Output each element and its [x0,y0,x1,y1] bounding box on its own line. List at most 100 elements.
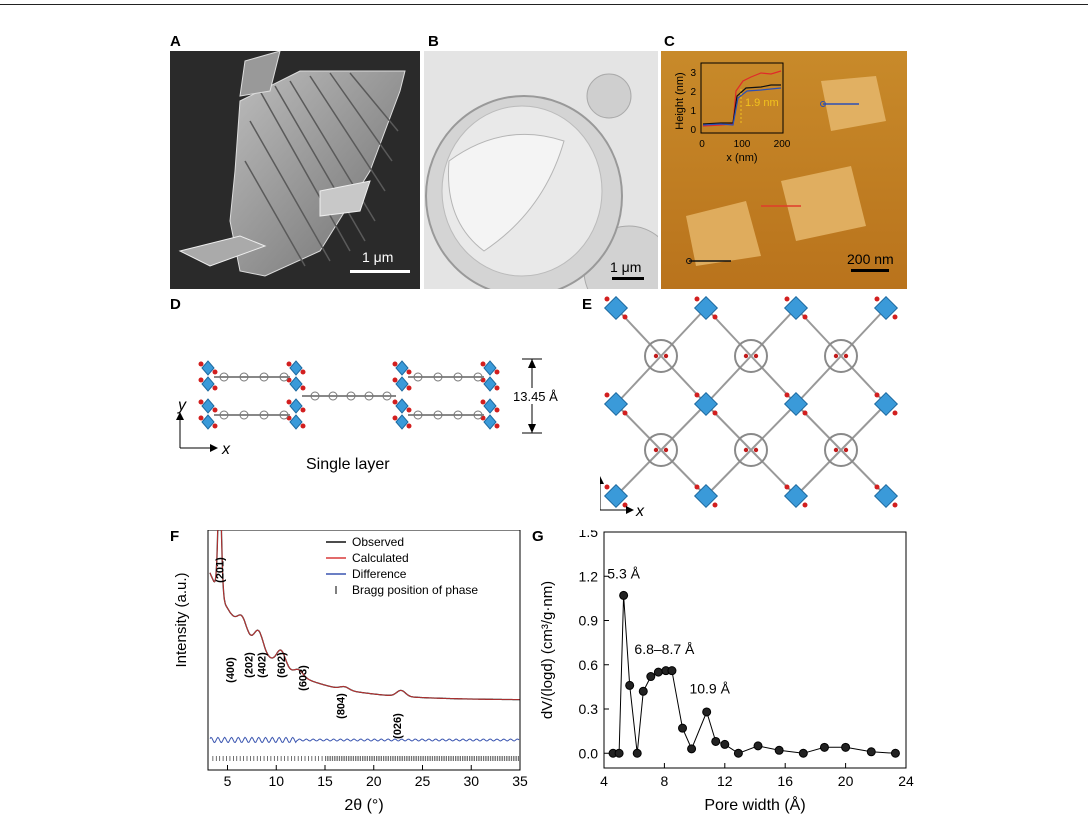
x-tick-label: 12 [717,773,733,789]
tem-image: 1 μm [424,51,658,289]
secondary-building-unit [395,398,409,414]
sem-image: 1 μm [170,51,420,289]
peak-label: (603) [298,665,310,691]
scale-bar-label: 1 μm [610,259,642,275]
secondary-building-unit [483,376,497,392]
height-profile-inset: 0 1 2 3 0 100 200 x (nm) Height (nm) 1.9… [674,62,791,164]
axis-x-label: x [221,441,231,458]
x-tick-label: 20 [366,773,382,789]
data-point [866,747,876,757]
secondary-building-unit [289,376,303,392]
panel-label-e: E [582,296,593,313]
data-point [678,723,688,733]
layer-spacing-label: 13.45 Å [513,389,558,404]
secondary-building-unit [483,360,497,376]
linker-arm [660,403,707,451]
metal-node [873,483,899,509]
linker-arm [660,449,707,497]
data-point [733,748,743,758]
x-tick-label: 20 [838,773,854,789]
data-point [646,672,656,682]
linker-arm [750,403,797,451]
x-tick-label: 16 [777,773,793,789]
porphyrin-core [824,339,858,373]
peak-label: (400) [225,657,237,683]
single-layer-structure: 13.45 Å y x [176,358,558,458]
linker-arm [795,355,842,405]
metal-node [873,296,899,321]
x-tick-label: 5 [224,773,232,789]
legend-entry: Difference [352,567,407,581]
data-point [819,742,829,752]
linker-arm [615,403,662,451]
x-tick-label: 24 [898,773,914,789]
x-tick-label: 15 [317,773,333,789]
linker-arm [795,403,842,451]
scale-bar [851,269,889,272]
data-point [619,590,629,600]
secondary-building-unit [395,414,409,430]
metal-node [693,391,719,417]
y-axis-label: dV/(logd) (cm³/g·nm) [539,581,556,719]
x-tick-label: 25 [415,773,431,789]
inset-ylabel: Height (nm) [674,72,686,129]
metal-node [693,296,719,321]
linker-arm [840,355,887,405]
pore-distribution-chart: 4 8 12 16 20 24 0.0 0.3 0.6 0.9 1.2 1.5 Pore width (… [539,530,914,814]
peak-annotation: 6.8–8.7 Å [634,641,695,657]
secondary-building-unit [201,414,215,430]
plot-frame [207,530,521,771]
pxrd-chart: 5 10 15 20 25 30 35 2θ (°) Intensity (a.u.) (201)… [173,530,528,814]
data-point [638,686,648,696]
legend-entry: Bragg position of phase [352,583,478,597]
data-point [653,667,663,677]
data-point [890,748,900,758]
data-point [667,666,677,676]
data-point [614,748,624,758]
data-point [774,745,784,755]
inset-annotation: 1.9 nm [745,97,779,109]
page-top-rule [0,4,1088,5]
data-point [625,680,635,690]
secondary-building-unit [289,360,303,376]
linker-arm [840,403,887,451]
secondary-building-unit [483,414,497,430]
linker-arm [615,307,662,357]
data-point [753,741,763,751]
inset-xtick: 100 [734,139,751,150]
linker-arm [840,449,887,497]
scale-bar [350,270,410,273]
peak-label: (804) [336,693,348,719]
secondary-building-unit [201,398,215,414]
y-axis-label: Intensity (a.u.) [173,572,190,667]
inset-xlabel: x (nm) [726,152,757,164]
x-tick-label: 30 [463,773,479,789]
porphyrin-core [644,339,678,373]
inset-ytick: 0 [690,125,696,136]
y-tick-label: 0.9 [579,613,599,629]
metal-node [693,483,719,509]
axis-x-label: x [635,503,645,520]
linker-arm [750,449,797,497]
x-tick-label: 4 [600,773,608,789]
secondary-building-unit [201,376,215,392]
peak-annotation: 10.9 Å [689,681,730,697]
y-tick-label: 0.3 [579,701,599,717]
x-tick-label: 10 [268,773,284,789]
secondary-building-unit [289,398,303,414]
data-point [711,736,721,746]
calculated-series [209,530,520,701]
peak-annotation: 5.3 Å [607,566,640,582]
inset-ytick: 3 [690,68,696,79]
metal-node [603,296,629,321]
porphyrin-core [734,339,768,373]
panel-label-f: F [170,528,180,545]
x-tick-label: 35 [512,773,528,789]
linker-arm [705,403,752,451]
metal-node [783,391,809,417]
data-point [720,739,730,749]
linker-arm [750,307,797,357]
linker-arm [705,355,752,405]
linker-arm [615,449,662,497]
difference-series [209,736,520,744]
